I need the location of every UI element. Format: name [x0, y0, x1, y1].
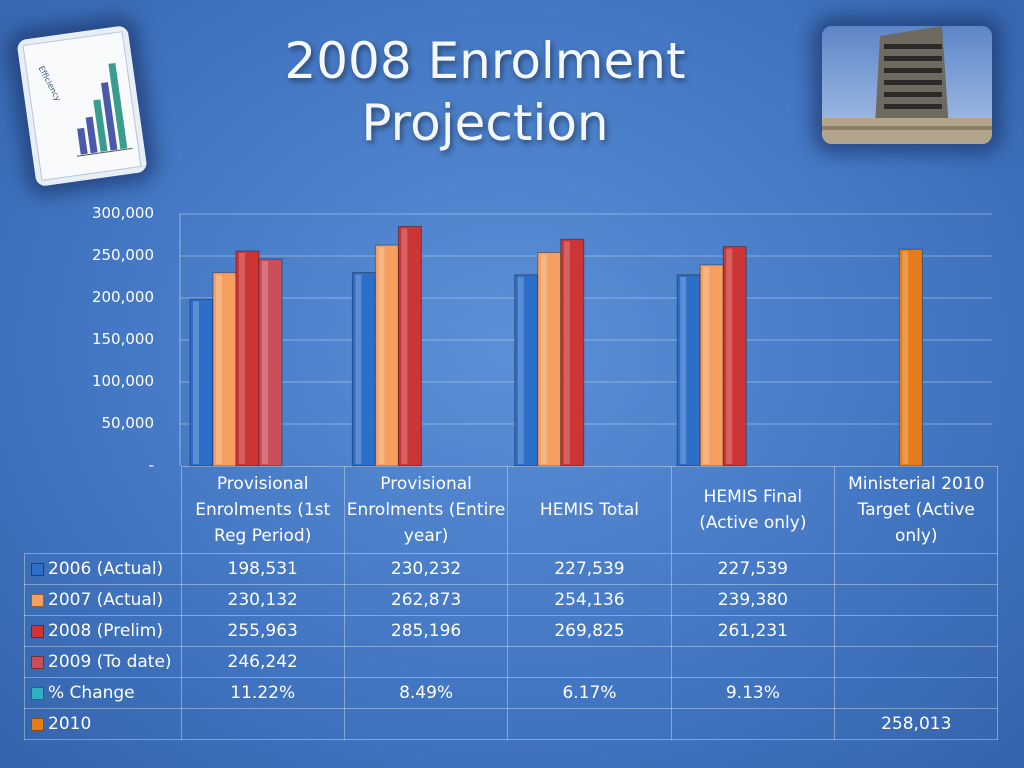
y-tick-label: 200,000	[91, 288, 154, 306]
data-label	[834, 646, 999, 678]
table-row: 2009 (To date) 246,242	[24, 646, 999, 678]
series-label: % Change	[24, 677, 182, 709]
data-label	[343, 708, 509, 740]
data-label: 6.17%	[507, 677, 672, 709]
bar	[258, 258, 283, 467]
category-header: Ministerial 2010 Target (Active only)	[834, 466, 999, 554]
data-label	[834, 677, 999, 709]
data-label	[834, 615, 999, 647]
data-label: 227,539	[507, 553, 672, 585]
bar-highlight	[193, 301, 199, 464]
legend-swatch-icon	[31, 655, 44, 669]
bar-highlight	[680, 276, 687, 464]
bar-highlight	[378, 247, 385, 464]
y-tick-label: 100,000	[91, 372, 154, 390]
bar-highlight	[216, 274, 222, 464]
bar-highlight	[355, 274, 362, 464]
table-row: 2008 (Prelim) 255,963 285,196 269,825 261,23…	[24, 615, 999, 647]
bar-highlight	[239, 252, 245, 464]
data-label	[834, 584, 999, 616]
data-label: 255,963	[180, 615, 345, 647]
table-row: % Change 11.22% 8.49% 6.17% 9.13%	[24, 677, 999, 709]
y-tick-label: 150,000	[91, 330, 154, 348]
data-label: 254,136	[507, 584, 672, 616]
data-label: 227,539	[670, 553, 836, 585]
data-label: 261,231	[670, 615, 836, 647]
series-name: % Change	[48, 683, 135, 703]
bar-highlight	[726, 248, 733, 464]
bar-highlight	[517, 276, 524, 464]
data-label: 11.22%	[180, 677, 345, 709]
series-label: 2008 (Prelim)	[24, 615, 182, 647]
data-label: 8.49%	[343, 677, 509, 709]
category-header: Provisional Enrolments (1st Reg Period)	[180, 466, 345, 554]
slide-title: 2008 Enrolment Projection	[284, 32, 686, 152]
legend-swatch-icon	[31, 717, 44, 731]
data-label: 230,132	[180, 584, 345, 616]
data-label: 9.13%	[670, 677, 836, 709]
series-label: 2006 (Actual)	[24, 553, 182, 585]
data-table: Provisional Enrolments (1st Reg Period) P…	[24, 466, 999, 740]
data-label	[670, 708, 836, 740]
bar-highlight	[540, 254, 547, 464]
bar-highlight	[902, 251, 909, 464]
data-label: 198,531	[180, 553, 345, 585]
legend-swatch-icon	[31, 593, 44, 607]
data-label: 285,196	[343, 615, 509, 647]
bar-highlight	[703, 266, 710, 464]
y-tick-label: -	[148, 456, 154, 474]
series-label: 2010	[24, 708, 182, 740]
data-label: 239,380	[670, 584, 836, 616]
data-label	[670, 646, 836, 678]
table-row: 2006 (Actual) 198,531 230,232 227,539 227,53…	[24, 553, 999, 585]
data-label	[507, 708, 672, 740]
legend-swatch-icon	[31, 624, 44, 638]
series-name: 2010	[48, 714, 92, 734]
series-name: 2007 (Actual)	[48, 590, 164, 610]
table-row: 2010 258,013	[24, 708, 999, 740]
series-label: 2009 (To date)	[24, 646, 182, 678]
series-name: 2008 (Prelim)	[48, 621, 163, 641]
y-tick-label: 250,000	[91, 246, 154, 264]
legend-swatch-icon	[31, 562, 44, 576]
bar-highlight	[401, 228, 408, 464]
data-label: 230,232	[343, 553, 509, 585]
data-label: 246,242	[180, 646, 345, 678]
efficiency-chart-photo: Efficiency	[16, 24, 148, 188]
bar-highlight	[262, 261, 268, 464]
data-label: 258,013	[834, 708, 999, 740]
y-tick-label: 50,000	[101, 414, 155, 432]
series-name: 2006 (Actual)	[48, 559, 164, 579]
table-row: 2007 (Actual) 230,132 262,873 254,136 239,38…	[24, 584, 999, 616]
data-label: 269,825	[507, 615, 672, 647]
y-tick-label: 300,000	[91, 204, 154, 222]
data-label	[180, 708, 345, 740]
category-header: HEMIS Final (Active only)	[670, 466, 836, 554]
data-label	[834, 553, 999, 585]
bar-chart	[189, 225, 923, 467]
series-name: 2009 (To date)	[48, 652, 172, 672]
table-corner	[24, 466, 182, 554]
series-label: 2007 (Actual)	[24, 584, 182, 616]
bar-highlight	[563, 241, 570, 464]
data-label: 262,873	[343, 584, 509, 616]
data-label	[507, 646, 672, 678]
category-header: Provisional Enrolments (Entire year)	[343, 466, 509, 554]
legend-swatch-icon	[31, 686, 44, 700]
building-photo	[822, 26, 992, 144]
data-label	[343, 646, 509, 678]
category-header: HEMIS Total	[507, 466, 672, 554]
